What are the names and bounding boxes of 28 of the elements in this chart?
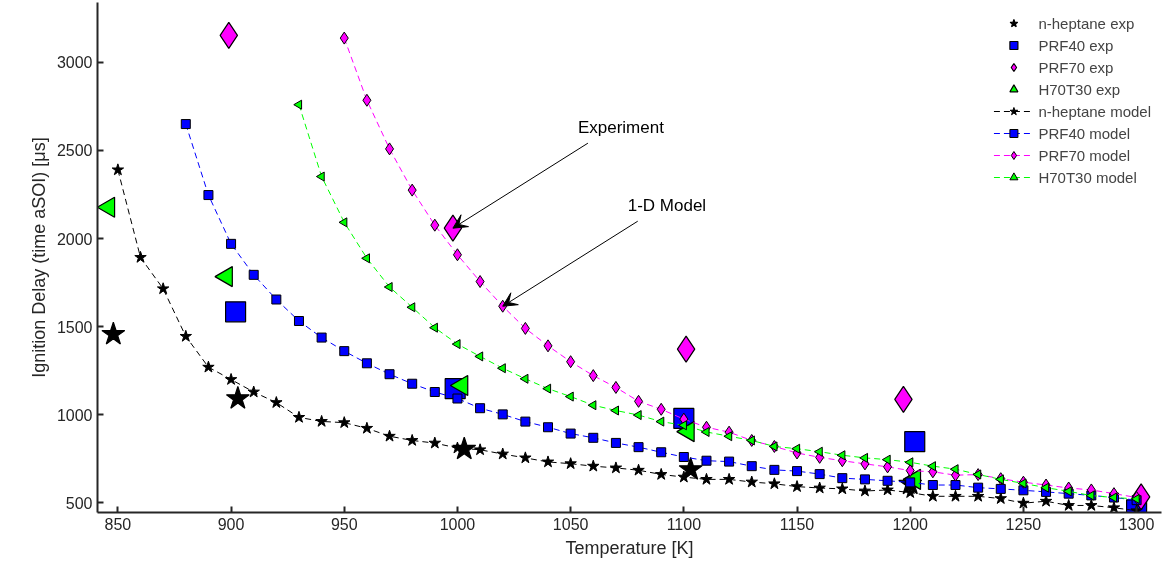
- y-tick-label: 3000: [56, 54, 93, 72]
- x-tick-label: 1100: [666, 515, 702, 533]
- legend-label: PRF40 exp: [1038, 35, 1114, 56]
- y-tick-label: 500: [65, 494, 93, 512]
- x-tick-label: 1000: [439, 515, 476, 533]
- y-tick-label: 1500: [56, 318, 93, 336]
- x-axis-title: Temperature [K]: [565, 537, 694, 558]
- x-tick-label: 850: [104, 515, 132, 533]
- x-tick-label: 1150: [779, 515, 815, 533]
- x-tick-label: 1050: [552, 515, 589, 533]
- legend-label: n-heptane model: [1038, 101, 1151, 122]
- legend-label: PRF70 model: [1038, 145, 1131, 166]
- x-tick-label: 1300: [1118, 515, 1155, 533]
- y-tick-label: 1000: [56, 406, 93, 424]
- y-tick-label: 2500: [56, 142, 93, 160]
- legend-label: H70T30 exp: [1038, 79, 1121, 100]
- x-tick-label: 1250: [1005, 515, 1042, 533]
- annotation: Experiment: [577, 118, 665, 138]
- x-tick-label: 1200: [892, 515, 929, 533]
- x-tick-label: 900: [217, 515, 245, 533]
- legend-label: PRF70 exp: [1038, 57, 1114, 78]
- legend-label: PRF40 model: [1038, 123, 1131, 144]
- legend-label: n-heptane exp: [1038, 13, 1135, 34]
- x-tick-label: 950: [330, 515, 358, 533]
- y-axis-title: Ignition Delay (time aSOI) [μs]: [28, 137, 49, 378]
- annotation: 1-D Model: [627, 196, 707, 216]
- y-tick-label: 2000: [56, 230, 93, 248]
- legend-label: H70T30 model: [1038, 167, 1137, 188]
